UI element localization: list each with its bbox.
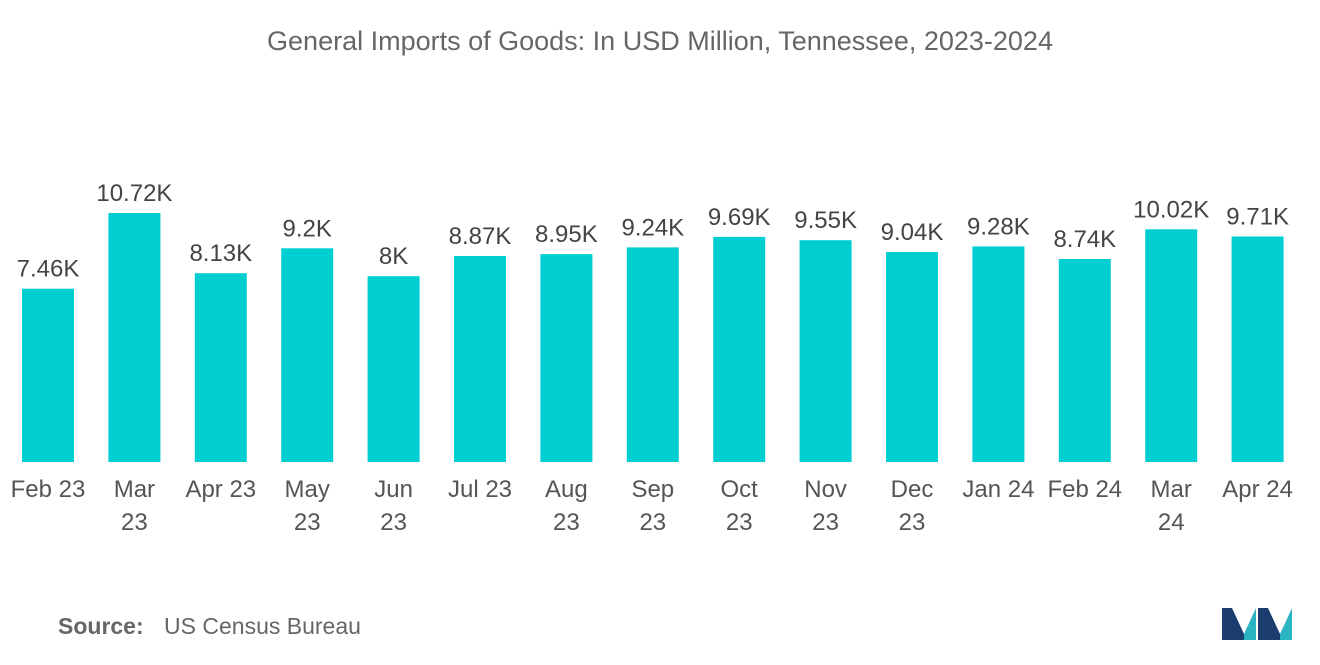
- bar: [454, 256, 506, 462]
- category-label: Apr 24: [1222, 476, 1293, 503]
- category-label: May: [285, 476, 330, 503]
- bar-value-label: 10.72K: [96, 180, 172, 207]
- bar-value-label: 9.69K: [708, 204, 771, 231]
- category-label: Apr 23: [185, 476, 256, 503]
- bar-chart: 7.46K 10.72K 8.13K 9.2K 8K 8.87K 8.95K 9.24K 9.6…: [11, 180, 1293, 536]
- mordor-intelligence-logo-icon: [1222, 608, 1292, 640]
- chart-title: General Imports of Goods: In USD Million…: [267, 26, 1053, 56]
- bar: [194, 273, 247, 462]
- category-label: Mar: [114, 476, 155, 503]
- bar-value-label: 9.55K: [794, 207, 857, 234]
- category-label: Oct: [721, 476, 759, 503]
- category-label: 23: [639, 509, 666, 536]
- bars-group: [22, 213, 1284, 462]
- bar-value-label: 7.46K: [17, 256, 80, 283]
- category-label: 23: [380, 509, 407, 536]
- source-text: US Census Bureau: [164, 613, 361, 639]
- bar-value-label: 8.95K: [535, 221, 598, 248]
- category-label: 23: [294, 509, 321, 536]
- category-label: Feb 24: [1047, 476, 1122, 503]
- bar: [108, 213, 161, 462]
- category-label: Aug: [545, 476, 588, 503]
- bar-value-label: 9.71K: [1226, 204, 1289, 231]
- bar: [626, 247, 679, 462]
- category-label: Feb 23: [11, 476, 86, 503]
- bar-value-label: 9.2K: [283, 215, 332, 242]
- category-labels-group: Feb 23 Mar 23 Apr 23 May 23 Jun 23 Jul 23 Aug 23 Se…: [11, 476, 1293, 536]
- bar: [1231, 236, 1284, 462]
- source-footer: Source: US Census Bureau: [58, 613, 361, 640]
- bar: [713, 236, 766, 462]
- bar: [540, 254, 593, 462]
- category-label: 24: [1158, 509, 1185, 536]
- category-label: Jan 24: [962, 476, 1034, 503]
- category-label: 23: [812, 509, 839, 536]
- bar: [799, 240, 852, 462]
- bar: [367, 276, 420, 462]
- bar-value-label: 8.87K: [449, 223, 512, 250]
- category-label: Jul 23: [448, 476, 512, 503]
- category-label: 23: [121, 509, 148, 536]
- category-label: Dec: [891, 476, 934, 503]
- category-label: 23: [899, 509, 926, 536]
- bar: [886, 252, 938, 462]
- source-label: Source:: [58, 613, 144, 639]
- bar: [22, 288, 74, 462]
- bar: [281, 248, 334, 462]
- bar-value-label: 8K: [379, 243, 408, 270]
- category-label: Jun: [374, 476, 413, 503]
- category-label: Sep: [631, 476, 674, 503]
- category-label: Nov: [804, 476, 847, 503]
- bar-value-label: 9.28K: [967, 213, 1030, 240]
- bar-value-label: 9.04K: [881, 219, 944, 246]
- bar-value-label: 9.24K: [621, 214, 684, 241]
- value-labels-group: 7.46K 10.72K 8.13K 9.2K 8K 8.87K 8.95K 9.24K 9.6…: [17, 180, 1289, 283]
- bar-value-label: 8.13K: [189, 240, 252, 267]
- bar: [1145, 229, 1198, 462]
- bar: [1058, 259, 1111, 462]
- bar-value-label: 10.02K: [1133, 196, 1209, 223]
- bar: [972, 246, 1025, 462]
- category-label: Mar: [1151, 476, 1192, 503]
- category-label: 23: [553, 509, 580, 536]
- bar-value-label: 8.74K: [1053, 226, 1116, 253]
- category-label: 23: [726, 509, 753, 536]
